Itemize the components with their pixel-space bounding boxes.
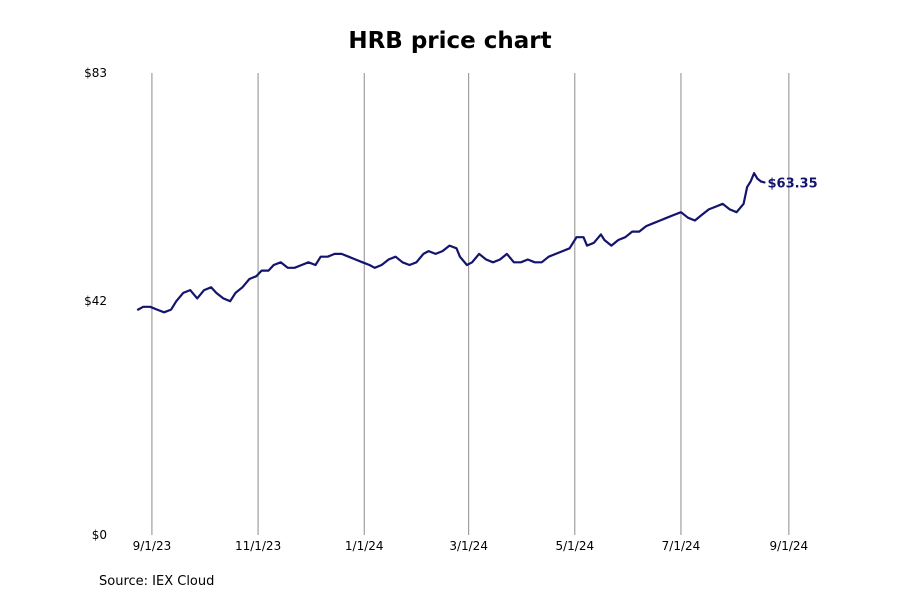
chart-title: HRB price chart [348, 28, 552, 54]
x-tick-label: 7/1/24 [662, 539, 701, 553]
source-note: Source: IEX Cloud [99, 574, 215, 589]
x-gridlines [151, 73, 790, 535]
y-tick-label: $42 [84, 294, 107, 308]
y-tick-label: $83 [84, 66, 107, 80]
x-tick-label: 11/1/23 [235, 539, 281, 553]
price-line [136, 172, 766, 314]
y-tick-label: $0 [92, 528, 107, 542]
x-axis-labels: 9/1/23 11/1/23 1/1/24 3/1/24 5/1/24 7/1/24 9/1… [133, 539, 809, 553]
last-price-label: $63.35 [767, 176, 817, 191]
x-tick-label: 5/1/24 [555, 539, 594, 553]
y-axis-labels: $0 $42 $83 [84, 66, 107, 542]
x-tick-label: 9/1/24 [770, 539, 809, 553]
x-tick-label: 3/1/24 [449, 539, 488, 553]
x-tick-label: 1/1/24 [345, 539, 384, 553]
x-tick-label: 9/1/23 [133, 539, 172, 553]
